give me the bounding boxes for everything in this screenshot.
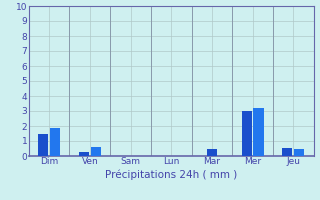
Bar (38, 134, 48, 156)
Bar (253, 108, 264, 156)
Bar (294, 149, 304, 156)
Bar (79, 152, 89, 156)
Bar (50, 128, 60, 156)
Bar (242, 111, 252, 156)
Bar (282, 148, 292, 156)
Bar (91, 147, 101, 156)
Bar (207, 149, 217, 156)
X-axis label: Précipitations 24h ( mm ): Précipitations 24h ( mm ) (105, 169, 237, 180)
